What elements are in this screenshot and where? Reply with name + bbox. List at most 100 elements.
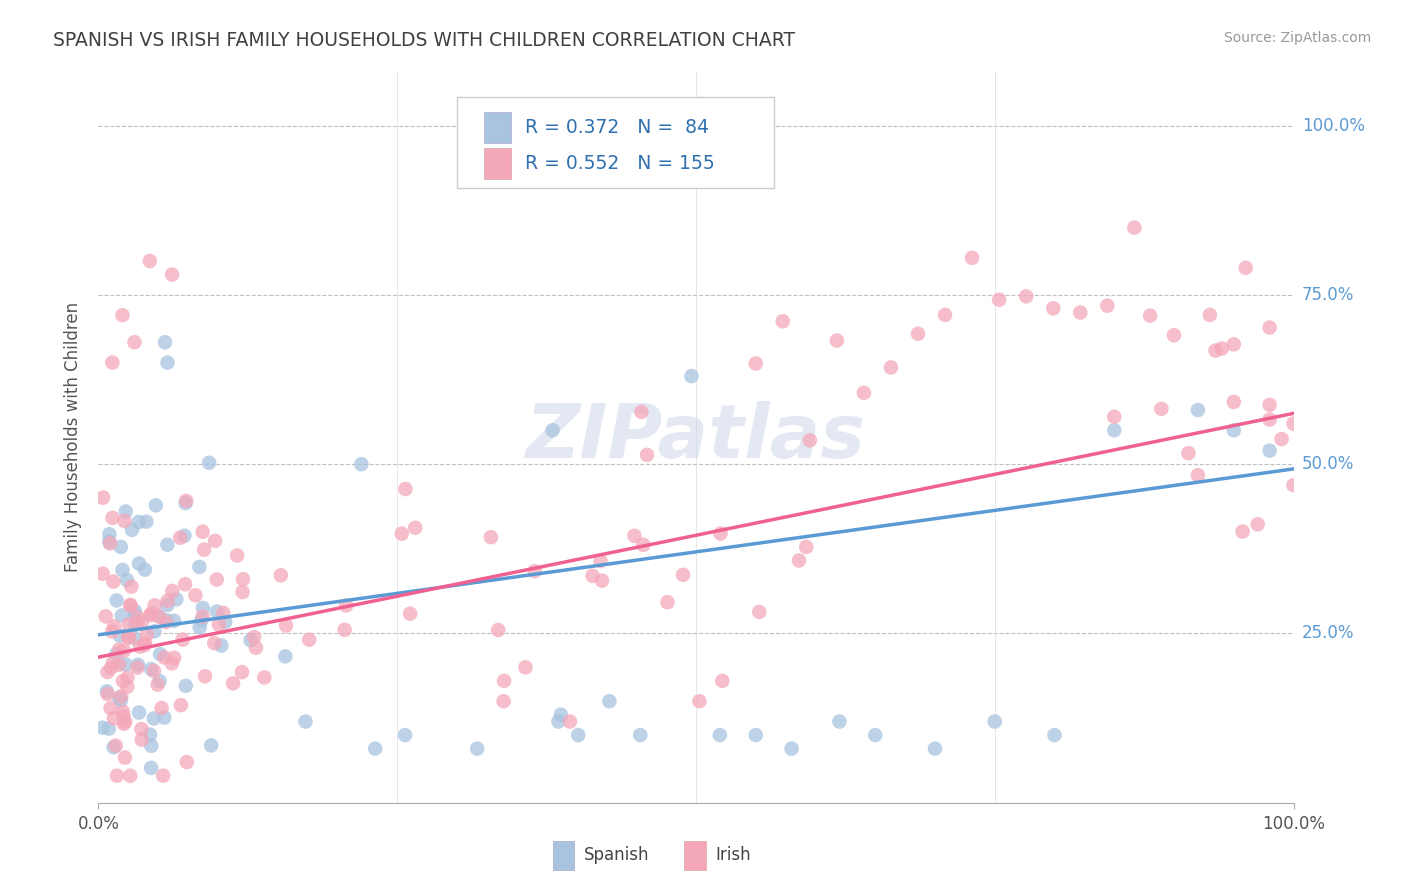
Point [1205,343,1227,358]
Point [121,523,143,537]
Point [134,636,156,650]
Point [1043,728,1066,742]
Point [231,665,253,679]
Point [114,504,136,518]
Point [150,701,173,715]
Point [852,385,875,400]
Point [636,448,658,462]
Point [567,728,589,742]
Point [1139,309,1161,323]
Point [117,631,139,645]
Point [145,499,167,513]
Point [198,456,221,470]
Point [149,647,172,661]
Point [153,710,176,724]
Point [515,660,537,674]
Point [191,524,214,539]
Point [124,616,146,631]
Point [160,657,183,671]
Bar [485,112,510,143]
Point [745,728,768,742]
Point [465,741,488,756]
Point [880,360,903,375]
Point [115,573,138,587]
Bar [553,841,574,870]
Point [117,671,139,685]
Point [1104,423,1126,437]
Point [176,755,198,769]
Point [127,660,149,674]
Point [135,627,157,641]
Point [294,714,316,729]
Point [193,542,215,557]
Point [156,594,179,608]
Point [628,728,651,742]
Point [143,624,166,639]
Point [794,540,817,554]
Point [112,709,135,723]
Point [163,650,186,665]
Point [111,563,134,577]
Point [399,607,422,621]
Point [97,722,120,736]
Point [174,577,197,591]
Point [131,732,153,747]
Point [188,560,211,574]
Point [122,631,145,645]
Point [127,610,149,624]
Point [114,714,136,729]
Point [190,613,212,627]
FancyBboxPatch shape [457,97,773,188]
Point [364,741,387,756]
Point [153,335,176,350]
Point [1123,220,1146,235]
Point [128,706,150,720]
Point [1177,446,1199,460]
Point [253,670,276,684]
Point [143,599,166,613]
Point [156,598,179,612]
Point [110,693,132,707]
Point [591,574,613,588]
Text: Source: ZipAtlas.com: Source: ZipAtlas.com [1223,31,1371,45]
Point [494,673,516,688]
Point [142,711,165,725]
Text: 75.0%: 75.0% [1302,285,1354,304]
Point [152,769,174,783]
Point [1104,409,1126,424]
Point [188,620,211,634]
Point [825,334,848,348]
Point [1258,443,1281,458]
Point [1258,412,1281,426]
Point [335,599,357,613]
Point [165,592,187,607]
Point [120,598,142,612]
Point [205,605,228,619]
Point [114,657,136,672]
Point [202,636,225,650]
Point [1258,320,1281,334]
Point [184,588,207,602]
Text: 50.0%: 50.0% [1302,455,1354,473]
Point [101,656,124,670]
Point [907,326,929,341]
Point [988,293,1011,307]
Point [108,642,131,657]
Point [1199,308,1222,322]
Point [214,615,236,629]
Point [1234,260,1257,275]
Point [96,684,118,698]
Point [1282,478,1305,492]
Point [772,314,794,328]
Point [149,674,172,689]
Point [298,632,321,647]
Point [120,580,142,594]
Point [105,647,128,661]
Point [142,664,165,678]
Point [105,593,128,607]
Point [657,595,679,609]
Point [212,606,235,620]
Point [633,538,655,552]
Point [98,536,121,550]
Point [112,716,135,731]
